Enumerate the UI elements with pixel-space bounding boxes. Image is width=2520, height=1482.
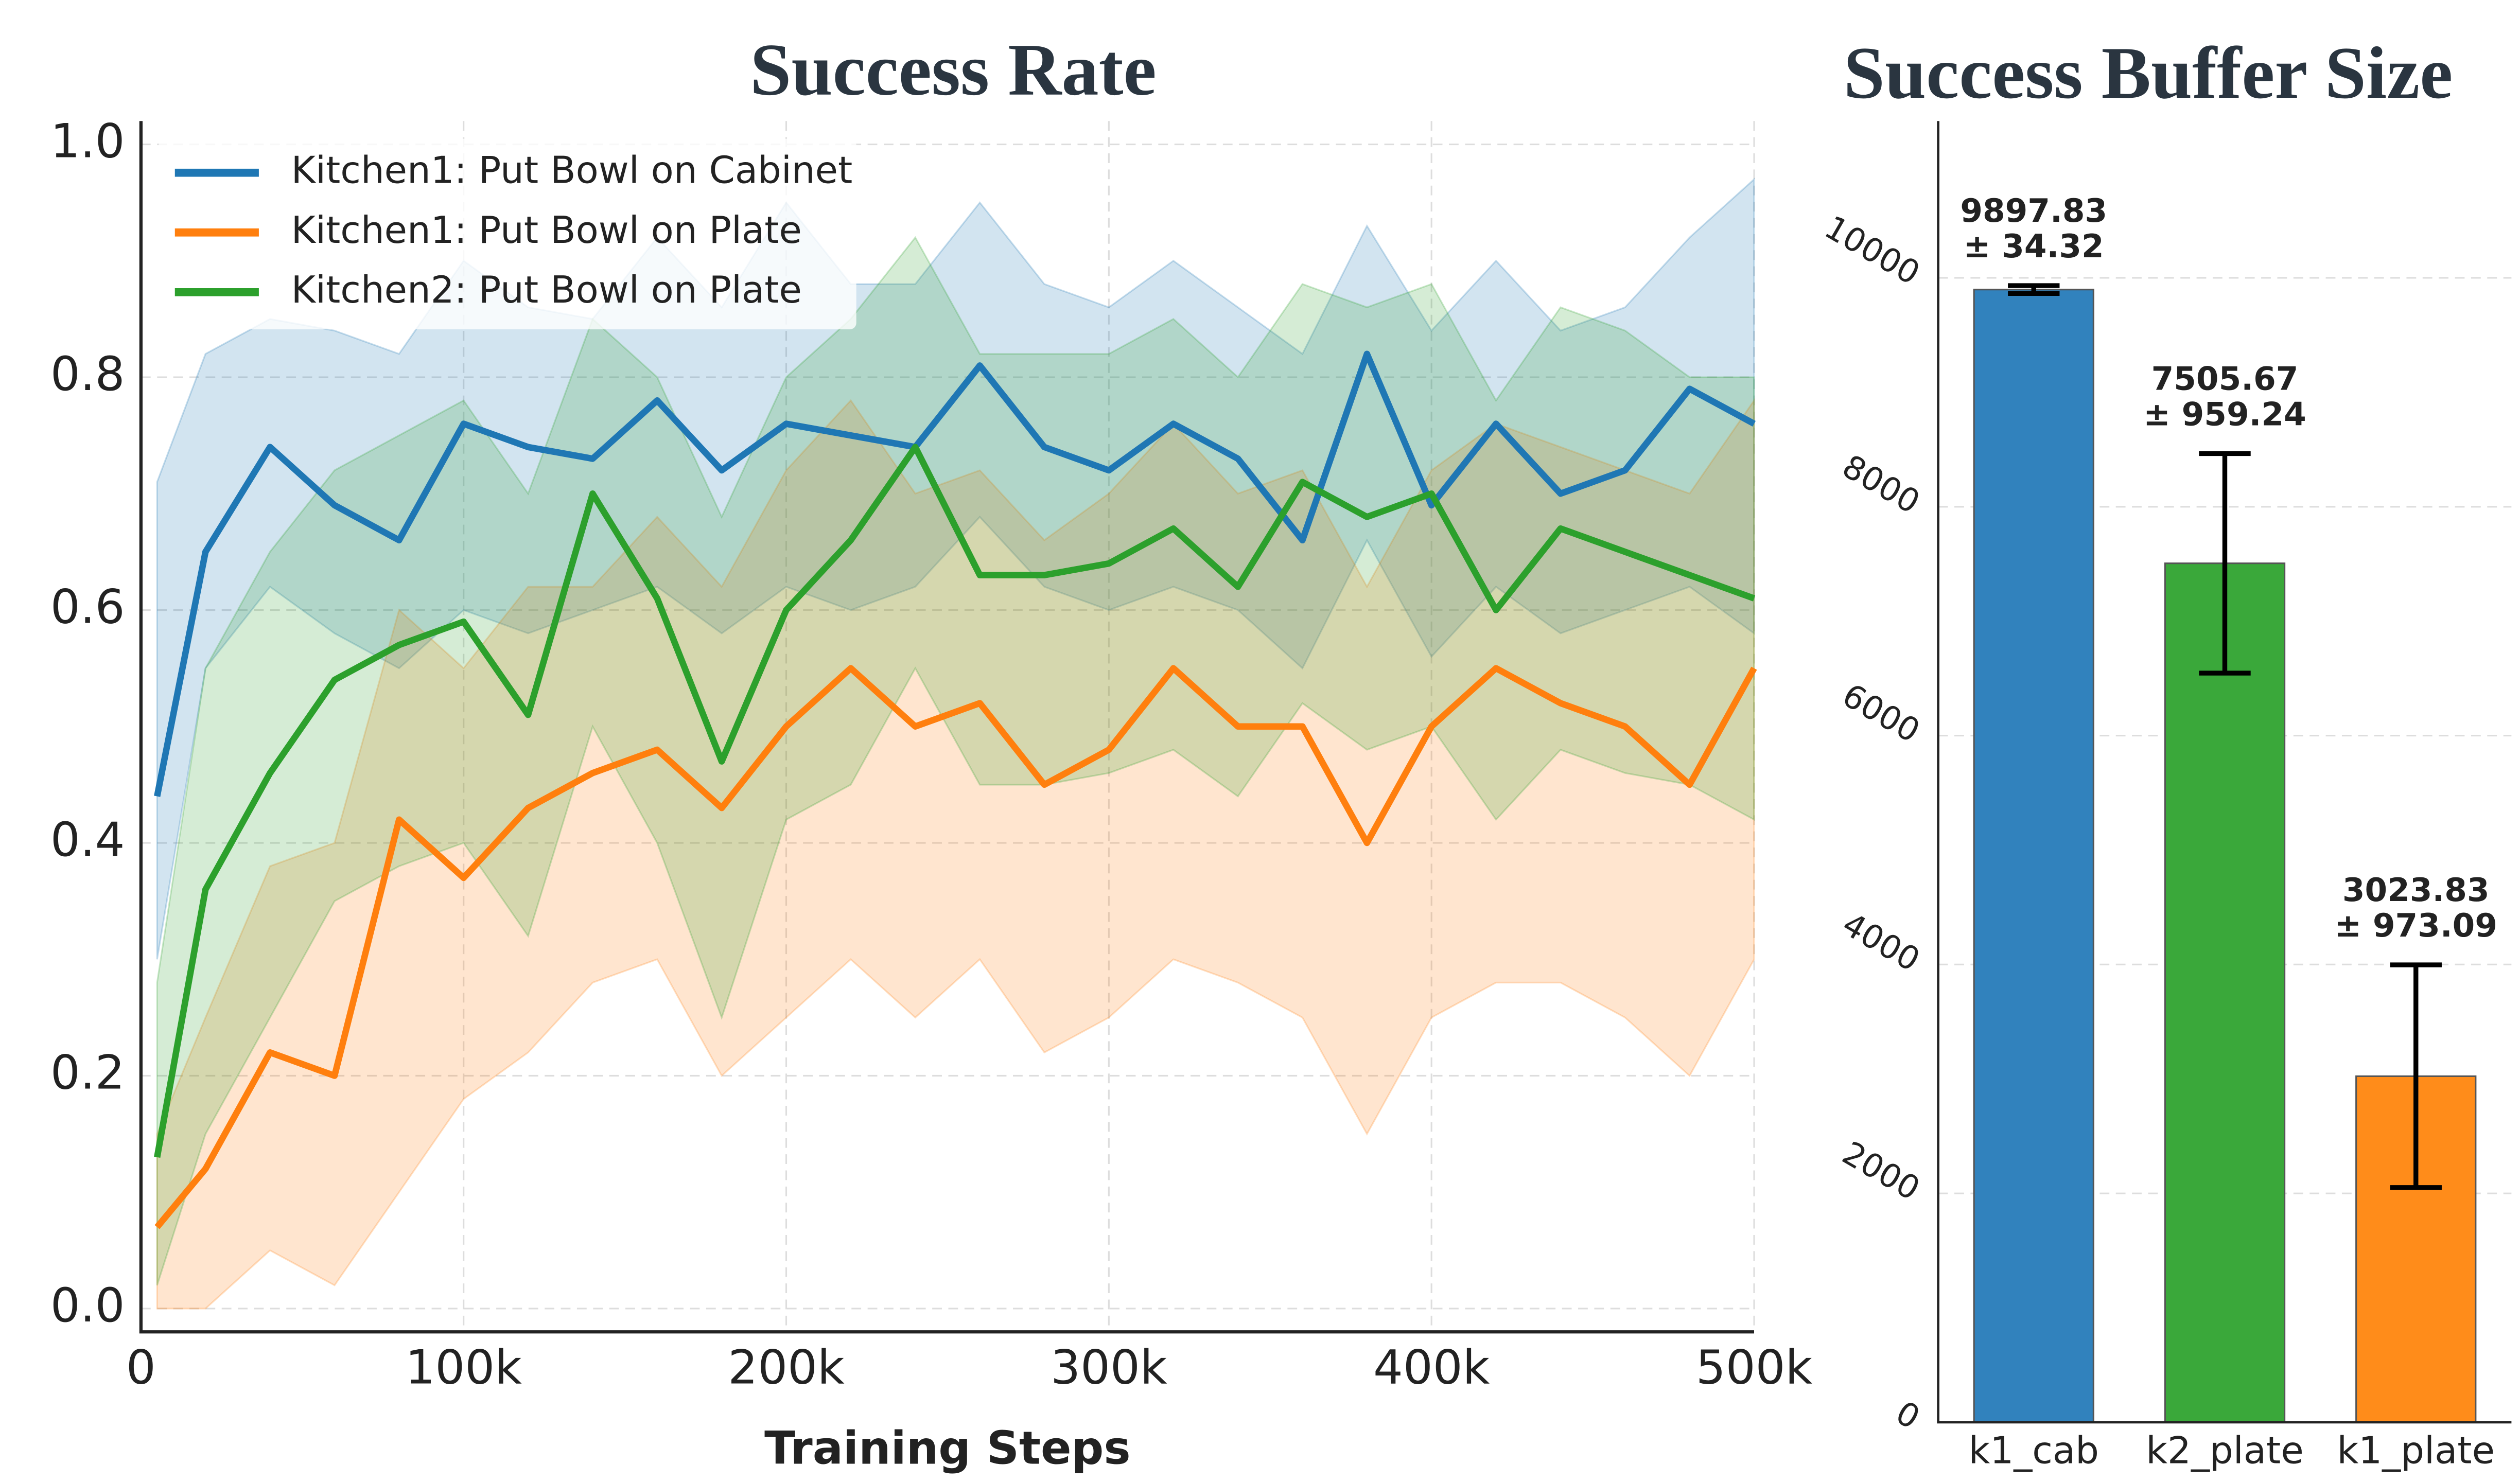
legend-label: Kitchen1: Put Bowl on Cabinet <box>291 149 853 192</box>
x-tick-label: 100k <box>406 1340 522 1395</box>
value-label: 7505.67 <box>2151 360 2299 397</box>
value-label: 3023.83 <box>2342 871 2490 909</box>
chart-title: Success Rate <box>750 29 1156 111</box>
y-tick-label: 1.0 <box>50 114 125 168</box>
error-bar <box>2199 451 2251 676</box>
y-tick-label: 0.6 <box>50 580 125 634</box>
x-tick-label: 0 <box>126 1340 156 1395</box>
value-label: 9897.83 <box>1960 192 2107 230</box>
error-label: ± 34.32 <box>1964 227 2104 265</box>
line <box>154 444 1756 1158</box>
axis-line <box>139 121 1754 1334</box>
bar <box>2164 562 2286 1423</box>
y-tick-label: 8000 <box>1836 447 1926 521</box>
line <box>154 350 1756 797</box>
line <box>154 665 1757 1229</box>
y-tick-label: 2000 <box>1836 1134 1926 1208</box>
x-tick-label: k2_plate <box>2146 1430 2303 1473</box>
confidence-band <box>156 236 1755 1286</box>
y-tick-label: 0 <box>1889 1394 1926 1437</box>
legend-label: Kitchen1: Put Bowl on Plate <box>291 209 802 252</box>
x-tick-label: 500k <box>1696 1340 1813 1395</box>
error-label: ± 973.09 <box>2335 907 2498 944</box>
error-bar <box>2390 962 2442 1190</box>
y-tick-label: 0.2 <box>50 1046 125 1100</box>
y-tick-label: 0.0 <box>50 1279 125 1333</box>
y-tick-label: 4000 <box>1836 905 1926 979</box>
x-axis-label: Training Steps <box>764 1421 1131 1474</box>
chart-title: Success Buffer Size <box>1844 32 2453 114</box>
legend-label: Kitchen2: Put Bowl on Plate <box>291 269 802 312</box>
error-label: ± 959.24 <box>2143 395 2306 433</box>
bar <box>1973 289 2094 1423</box>
error-bar <box>2008 283 2060 296</box>
x-tick-label: k1_plate <box>2337 1430 2495 1473</box>
x-tick-label: 200k <box>728 1340 845 1395</box>
x-tick-label: 400k <box>1373 1340 1490 1395</box>
y-tick-label: 6000 <box>1836 676 1926 750</box>
y-tick-label: 10000 <box>1818 208 1926 292</box>
y-tick-label: 0.4 <box>50 813 125 867</box>
axis-line <box>1937 121 2512 1424</box>
legend-box <box>159 138 856 329</box>
x-tick-label: k1_cab <box>1969 1430 2099 1473</box>
y-tick-label: 0.8 <box>50 347 125 401</box>
x-tick-label: 300k <box>1051 1340 1167 1395</box>
